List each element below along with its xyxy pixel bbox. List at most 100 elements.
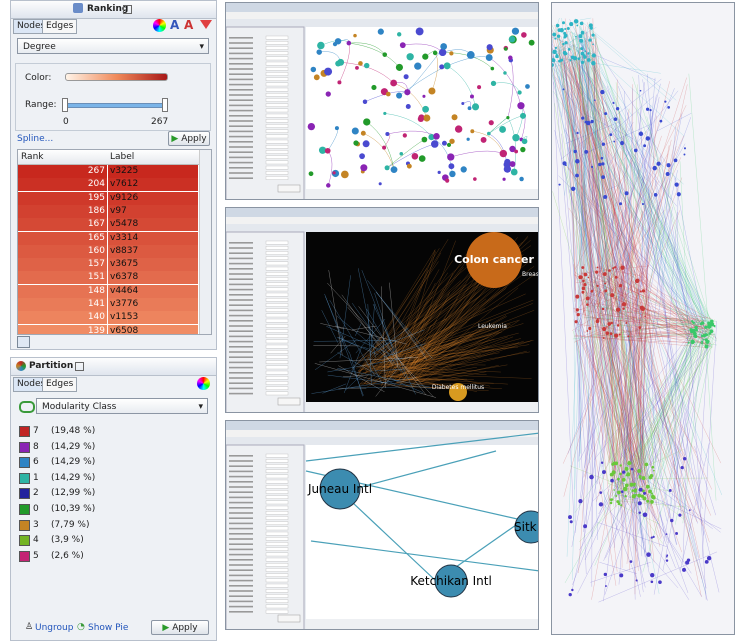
setting-field bbox=[265, 510, 289, 515]
edge bbox=[563, 162, 638, 465]
setting-field bbox=[265, 297, 289, 302]
slider-thumb[interactable] bbox=[62, 98, 68, 112]
tab[interactable]: Edges bbox=[42, 377, 78, 392]
node bbox=[552, 63, 554, 67]
edge bbox=[595, 41, 610, 340]
edge bbox=[396, 286, 508, 381]
menu-icon[interactable] bbox=[200, 20, 212, 29]
edge bbox=[381, 286, 386, 389]
edge bbox=[647, 320, 700, 325]
edge bbox=[337, 337, 356, 346]
spline-link[interactable]: Spline... bbox=[17, 134, 54, 144]
edge bbox=[584, 170, 649, 568]
edge bbox=[620, 279, 646, 489]
edge bbox=[340, 62, 394, 84]
class-label: 0 bbox=[33, 504, 39, 514]
edge bbox=[589, 332, 605, 337]
node bbox=[581, 116, 585, 120]
node bbox=[624, 494, 627, 498]
apply-button[interactable]: ▶ Apply bbox=[151, 620, 209, 635]
setting-field bbox=[265, 479, 289, 484]
edge bbox=[583, 29, 710, 321]
node bbox=[591, 33, 595, 37]
edge bbox=[580, 281, 703, 526]
edge bbox=[583, 130, 647, 294]
scrollbar[interactable] bbox=[199, 150, 211, 334]
color-icon[interactable] bbox=[153, 19, 166, 32]
close-button[interactable] bbox=[123, 5, 132, 14]
edge bbox=[636, 323, 715, 340]
tab[interactable]: Edges bbox=[42, 19, 78, 34]
settings-panel bbox=[226, 444, 305, 629]
table-row: 148 v4464 bbox=[18, 284, 199, 299]
settings-box bbox=[15, 63, 211, 131]
edge bbox=[610, 293, 708, 336]
edge bbox=[612, 264, 652, 554]
size-icon[interactable]: A bbox=[170, 18, 180, 32]
icon bbox=[73, 3, 83, 13]
edge bbox=[674, 186, 679, 499]
class-label: 3 bbox=[33, 519, 39, 530]
node bbox=[360, 130, 366, 136]
edge bbox=[594, 318, 703, 460]
share-label: (10,39 %) bbox=[51, 504, 96, 514]
edge bbox=[410, 371, 487, 386]
class-label: 2 bbox=[33, 488, 39, 499]
rank-cell: 267 bbox=[18, 165, 107, 178]
edge bbox=[583, 317, 717, 322]
range-label: Range: bbox=[25, 100, 57, 110]
show-pie-link[interactable]: Show Pie bbox=[88, 623, 129, 633]
node bbox=[308, 171, 314, 177]
edge bbox=[649, 341, 679, 487]
edge bbox=[621, 77, 656, 508]
node bbox=[353, 33, 357, 38]
apply-button[interactable]: ▶ Apply bbox=[168, 131, 210, 146]
icon-button[interactable] bbox=[17, 336, 30, 348]
edge bbox=[313, 340, 396, 342]
edge bbox=[407, 274, 536, 363]
slider-thumb[interactable] bbox=[162, 98, 168, 112]
setting-row bbox=[229, 590, 253, 592]
setting-field bbox=[265, 61, 289, 66]
edge bbox=[648, 113, 683, 288]
edge bbox=[579, 502, 621, 543]
node bbox=[675, 532, 678, 535]
node bbox=[700, 321, 705, 325]
node bbox=[650, 580, 654, 584]
settings-panel bbox=[226, 231, 305, 412]
node bbox=[620, 141, 624, 146]
node bbox=[340, 170, 349, 179]
edge bbox=[579, 335, 643, 461]
range-slider[interactable] bbox=[65, 103, 168, 108]
node bbox=[674, 182, 679, 187]
node bbox=[599, 491, 603, 494]
edge bbox=[597, 522, 667, 547]
node bbox=[616, 477, 620, 481]
node bbox=[446, 142, 452, 147]
edge bbox=[647, 73, 682, 513]
edge bbox=[608, 267, 623, 485]
edge bbox=[368, 356, 383, 384]
node bbox=[438, 48, 447, 57]
edge bbox=[600, 265, 606, 286]
node bbox=[691, 328, 696, 333]
node bbox=[355, 66, 359, 70]
setting-row bbox=[229, 507, 253, 509]
label-icon[interactable]: A bbox=[184, 18, 194, 32]
partition-dropdown[interactable]: Modularity Class ▾ bbox=[36, 398, 208, 414]
setting-field bbox=[265, 542, 289, 546]
node bbox=[627, 460, 632, 466]
node bbox=[667, 105, 671, 109]
color-icon[interactable] bbox=[197, 377, 210, 390]
edge bbox=[364, 293, 449, 384]
edge bbox=[586, 135, 610, 340]
color-gradient[interactable] bbox=[65, 73, 168, 81]
node bbox=[650, 492, 653, 495]
edge bbox=[597, 286, 697, 453]
edge bbox=[598, 551, 718, 603]
edge bbox=[589, 21, 692, 332]
ungroup-link[interactable]: Ungroup bbox=[35, 623, 74, 633]
ranking-dropdown[interactable]: Degree ▾ bbox=[17, 38, 209, 54]
edge bbox=[595, 55, 645, 158]
close-button[interactable] bbox=[75, 362, 84, 371]
